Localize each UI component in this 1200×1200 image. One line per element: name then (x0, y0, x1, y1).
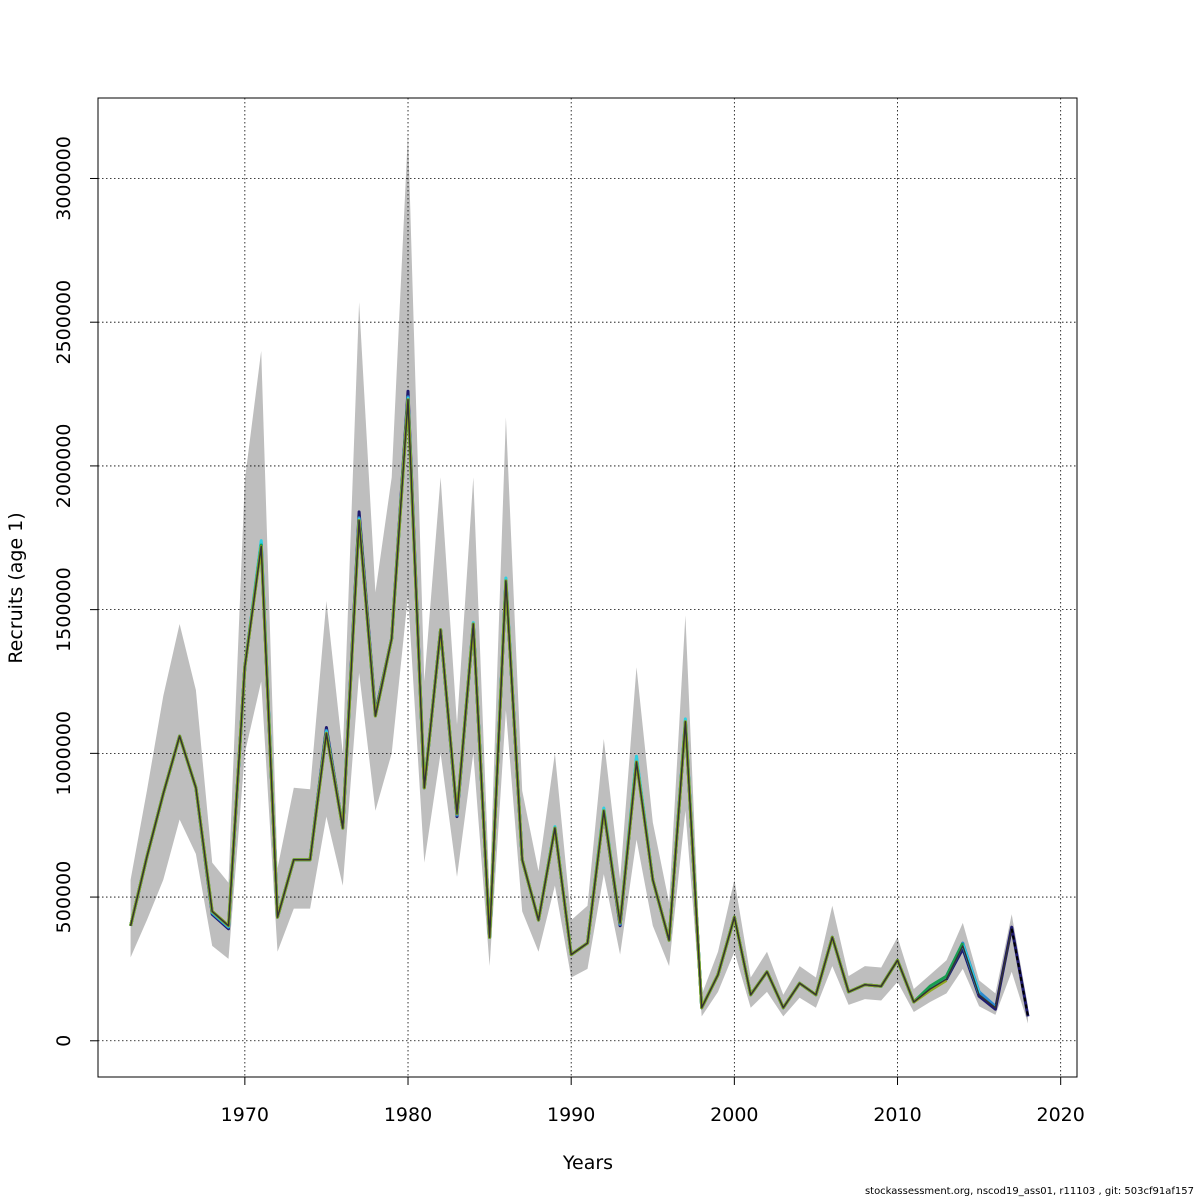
y-axis-label: Recruits (age 1) (5, 512, 27, 663)
x-tick-label: 1980 (384, 1104, 432, 1126)
x-axis: 1970 1980 1990 2000 2010 2020 (221, 1077, 1085, 1126)
y-axis: 0 500000 1000000 1500000 2000000 2500000 30000… (53, 136, 98, 1047)
y-tick-label: 1000000 (53, 711, 75, 796)
y-tick-label: 2500000 (53, 280, 75, 365)
main-series-line (129, 399, 1013, 1009)
x-tick-label: 2010 (873, 1104, 921, 1126)
confidence-band-area (130, 132, 1029, 1024)
confidence-band (130, 132, 1029, 1024)
y-tick-label: 2000000 (53, 424, 75, 509)
x-tick-label: 1990 (547, 1104, 595, 1126)
main-series (129, 399, 1029, 1017)
x-tick-label: 1970 (221, 1104, 269, 1126)
y-tick-label: 3000000 (53, 136, 75, 221)
y-tick-label: 0 (53, 1035, 75, 1047)
y-tick-label: 500000 (53, 861, 75, 934)
x-tick-label: 2000 (710, 1104, 758, 1126)
y-tick-label: 1500000 (53, 567, 75, 652)
x-tick-label: 2020 (1037, 1104, 1085, 1126)
x-axis-label: Years (562, 1152, 613, 1174)
grid (98, 98, 1077, 1077)
main-series-projection (1010, 928, 1029, 1017)
plot-frame (97, 97, 1078, 1078)
footer-caption: stockassessment.org, nscod19_ass01, r111… (864, 1186, 1194, 1197)
